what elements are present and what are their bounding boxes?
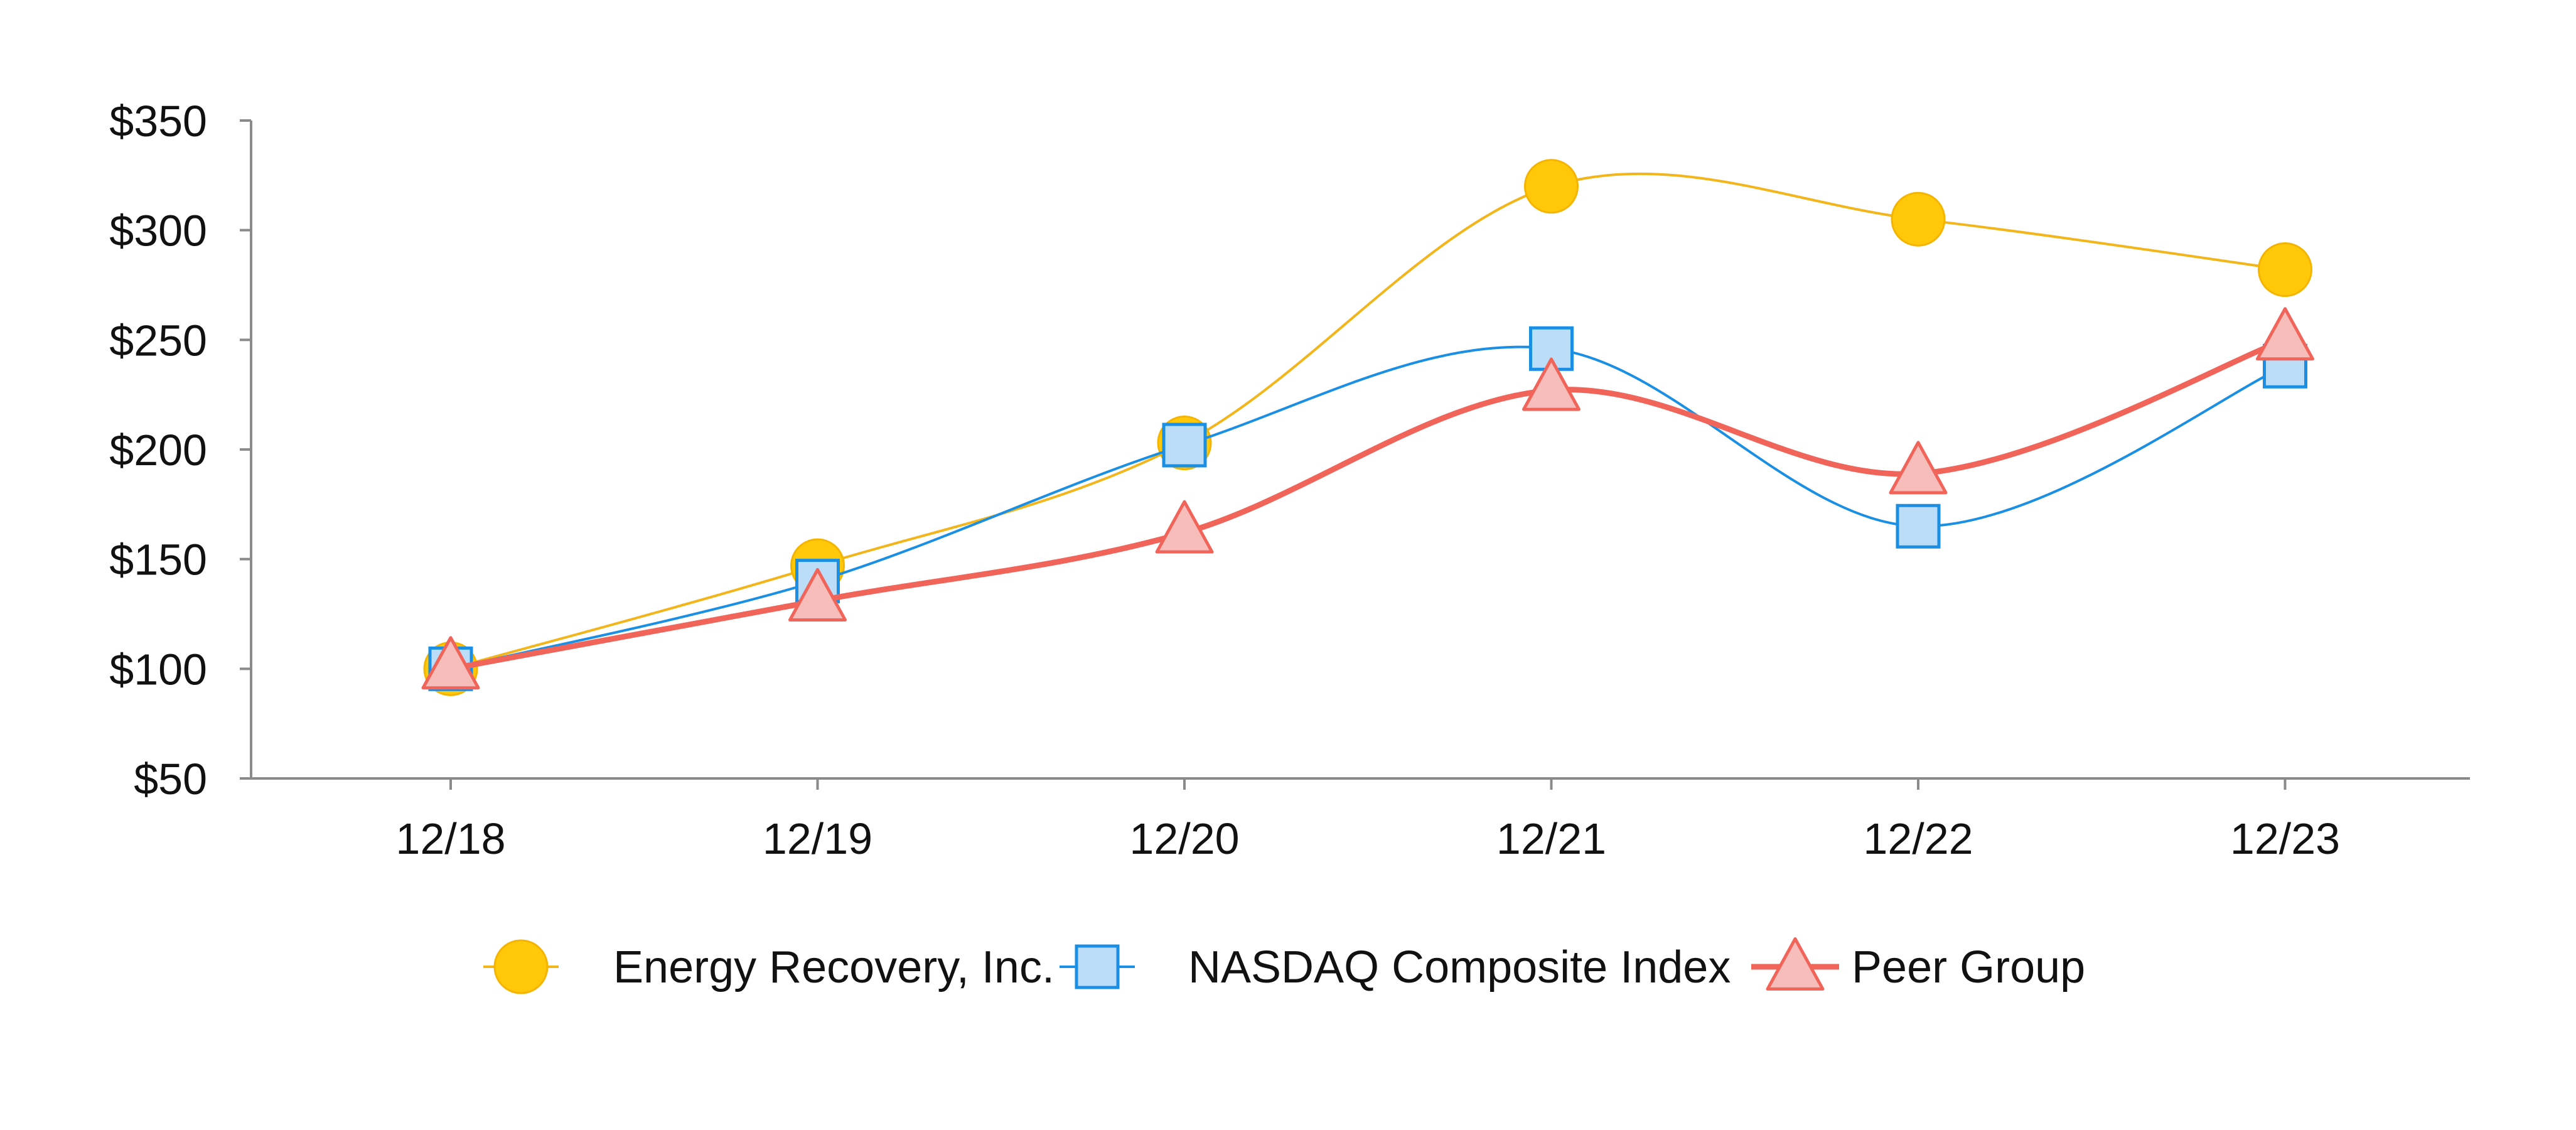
legend: Energy Recovery, Inc. NASDAQ Composite In… xyxy=(483,937,2085,994)
triangle-marker xyxy=(1155,500,1214,554)
legend-item: Energy Recovery, Inc. xyxy=(483,939,1055,994)
legend-item: Peer Group xyxy=(1751,937,2085,993)
legend-item: NASDAQ Composite Index xyxy=(1060,942,1731,993)
y-tick-label: $50 xyxy=(134,755,207,804)
series-circle xyxy=(423,159,2312,696)
series-lines xyxy=(421,159,2314,696)
square-marker xyxy=(1896,503,1941,549)
circle-marker xyxy=(1524,159,1579,214)
triangle-marker xyxy=(1522,357,1580,411)
legend-triangle-marker xyxy=(1766,937,1825,991)
y-tick-label: $250 xyxy=(109,316,207,365)
series-line xyxy=(449,345,2287,670)
triangle-marker xyxy=(421,636,480,690)
series-triangle xyxy=(421,307,2314,690)
y-tick-label: $300 xyxy=(109,207,207,256)
x-tick-label: 12/21 xyxy=(1496,814,1606,863)
triangle-marker xyxy=(2256,307,2314,361)
legend-square-marker xyxy=(1075,944,1120,989)
series-line xyxy=(448,336,2288,672)
legend-label: NASDAQ Composite Index xyxy=(1188,942,1731,993)
legend-circle-marker xyxy=(493,939,549,994)
x-tick-label: 12/18 xyxy=(395,814,505,863)
legend-label: Energy Recovery, Inc. xyxy=(613,942,1055,993)
circle-marker xyxy=(2258,242,2312,298)
triangle-marker xyxy=(788,568,847,622)
legend-label: Peer Group xyxy=(1852,942,2085,993)
y-tick-label: $350 xyxy=(109,97,207,146)
axes: $50 $100 $150 $200 $250 $300 $350 12/18 12/19 12/… xyxy=(109,97,2470,863)
x-tick-label: 12/19 xyxy=(763,814,872,863)
series-line xyxy=(449,172,2287,670)
y-tick-label: $200 xyxy=(109,426,207,475)
square-marker xyxy=(1162,422,1207,468)
x-tick-label: 12/22 xyxy=(1863,814,1973,863)
y-tick-label: $100 xyxy=(109,645,207,694)
y-tick-label: $150 xyxy=(109,535,207,584)
triangle-marker xyxy=(1889,441,1948,495)
x-tick-label: 12/23 xyxy=(2230,814,2340,863)
circle-marker xyxy=(1891,191,1946,247)
series-square xyxy=(428,326,2307,691)
x-tick-label: 12/20 xyxy=(1129,814,1239,863)
